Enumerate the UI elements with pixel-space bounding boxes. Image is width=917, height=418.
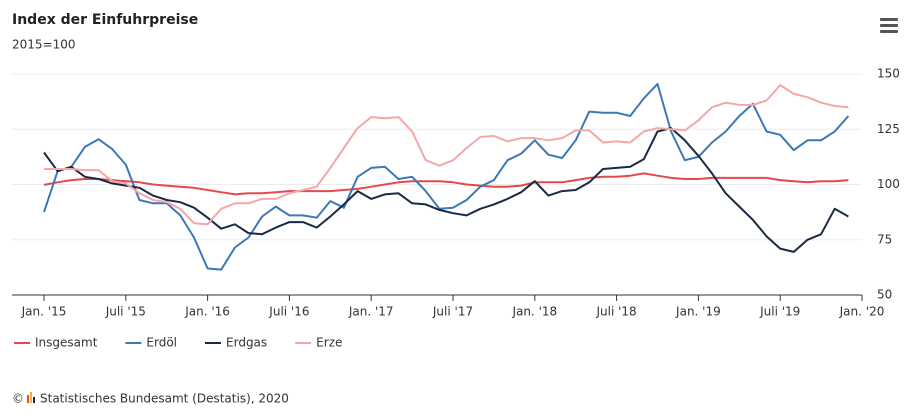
x-tick-label: Jan. '18 xyxy=(511,305,557,319)
x-tick-label: Juli '15 xyxy=(105,305,146,319)
series-line xyxy=(43,172,849,196)
legend-label: Erze xyxy=(316,336,342,350)
menu-bar[interactable] xyxy=(880,18,898,21)
chart-title: Index der Einfuhrpreise xyxy=(12,12,198,28)
y-tick-label: 100 xyxy=(877,177,900,191)
icon-bar xyxy=(30,392,32,403)
legend-label: Erdöl xyxy=(146,336,177,350)
icon-bar xyxy=(33,397,35,403)
x-tick-label: Juli '17 xyxy=(432,305,473,319)
y-tick-label: 125 xyxy=(877,122,900,136)
source: Statistisches Bundesamt (Destatis), 2020 xyxy=(40,392,289,406)
x-tick-label: Jan. '20 xyxy=(839,305,885,319)
legend-label: Insgesamt xyxy=(35,336,98,350)
x-tick-label: Jan. '17 xyxy=(348,305,394,319)
chart-subtitle: 2015=100 xyxy=(12,38,76,52)
y-tick-label: 50 xyxy=(877,288,892,302)
x-tick-label: Jan. '16 xyxy=(184,305,230,319)
y-tick-label: 75 xyxy=(877,232,892,246)
icon-bar xyxy=(27,395,29,403)
x-tick-label: Jan. '19 xyxy=(675,305,721,319)
legend-label: Erdgas xyxy=(226,336,267,350)
x-tick-label: Jan. '15 xyxy=(21,305,67,319)
x-tick-label: Juli '18 xyxy=(595,305,636,319)
series-line xyxy=(44,84,849,226)
x-tick-label: Juli '19 xyxy=(759,305,800,319)
destatis-icon xyxy=(27,392,35,403)
copyright: © xyxy=(12,392,24,406)
series-line xyxy=(43,127,849,253)
menu-bar[interactable] xyxy=(880,24,898,27)
series-line xyxy=(43,82,850,271)
x-tick-label: Juli '16 xyxy=(268,305,309,319)
menu-bar[interactable] xyxy=(880,30,898,33)
menu-button[interactable] xyxy=(876,14,902,36)
y-tick-label: 150 xyxy=(877,67,900,81)
